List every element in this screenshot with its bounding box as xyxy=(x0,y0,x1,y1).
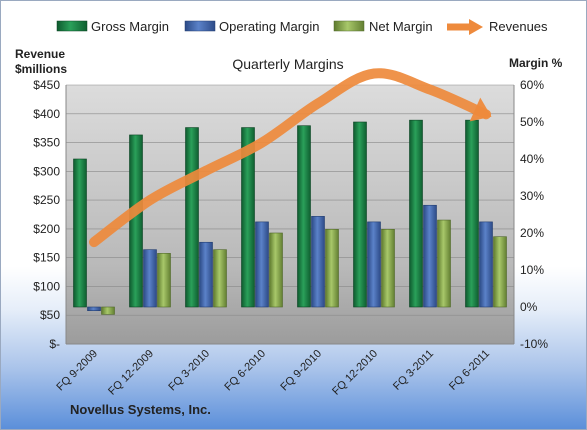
operating-margin-bar xyxy=(199,241,213,308)
right-axis-ticks: -10% 0% 10% 20% 30% 40% 50% 60% xyxy=(520,78,548,351)
x-axis-ticks: FQ 9-2009 FQ 12-2009 FQ 3-2010 FQ 6-2010 FQ … xyxy=(54,348,492,398)
x-tick-label: FQ 6-2010 xyxy=(222,348,268,394)
legend-swatch-gross xyxy=(56,20,88,32)
operating-margin-bar xyxy=(479,221,493,308)
net-margin-bar xyxy=(381,229,395,308)
left-tick-label: $150 xyxy=(33,251,60,265)
left-tick-label: $350 xyxy=(33,136,60,150)
x-tick-label: FQ 3-2010 xyxy=(166,348,212,394)
gross-margin-bar xyxy=(465,119,479,308)
gross-margin-bar xyxy=(353,121,367,308)
x-tick-label: FQ 3-2011 xyxy=(391,348,436,393)
operating-margin-bar xyxy=(87,306,101,311)
operating-margin-bar xyxy=(311,216,325,308)
gross-margin-bar xyxy=(409,119,423,308)
net-margin-bar xyxy=(493,236,507,308)
legend-item-net: Net Margin xyxy=(333,19,433,34)
right-tick-label: -10% xyxy=(520,337,548,351)
right-tick-label: 0% xyxy=(520,300,538,314)
x-tick-label: FQ 9-2010 xyxy=(278,348,324,394)
x-tick-label: FQ 9-2009 xyxy=(54,348,100,394)
net-margin-bar xyxy=(157,253,171,308)
legend-label-revenues: Revenues xyxy=(489,19,548,34)
gross-margin-bar xyxy=(297,125,311,308)
left-tick-label: $300 xyxy=(33,164,60,178)
net-margin-bar xyxy=(101,306,115,315)
legend-label-net: Net Margin xyxy=(369,19,433,34)
x-tick-label: FQ 12-2009 xyxy=(106,348,156,398)
gross-margin-bar xyxy=(73,158,87,308)
right-tick-label: 40% xyxy=(520,152,544,166)
left-axis-ticks: $- $50 $100 $150 $200 $250 $300 $350 $400 $450 xyxy=(33,78,60,351)
chart-title: Quarterly Margins xyxy=(232,56,343,72)
x-tick-label: FQ 12-2010 xyxy=(330,348,380,398)
revenue-line xyxy=(89,68,492,248)
left-tick-label: $- xyxy=(49,337,60,351)
gross-margin-bar xyxy=(129,134,143,308)
left-axis-title-line1: Revenue xyxy=(15,47,65,61)
operating-margin-bar xyxy=(143,249,157,308)
revenues-line xyxy=(89,68,491,248)
net-margin-bar xyxy=(437,219,451,308)
legend-swatch-operating xyxy=(184,20,216,32)
left-tick-label: $250 xyxy=(33,193,60,207)
legend-item-operating: Operating Margin xyxy=(184,19,319,34)
left-tick-label: $50 xyxy=(40,308,60,322)
left-axis-title-line2: $millions xyxy=(15,62,67,76)
legend-item-revenues: Revenues xyxy=(447,19,548,35)
legend-item-gross: Gross Margin xyxy=(56,19,169,34)
net-margin-bar xyxy=(269,232,283,308)
right-tick-label: 10% xyxy=(520,263,544,277)
right-tick-label: 20% xyxy=(520,226,544,240)
legend-arrowhead-revenues xyxy=(469,19,483,35)
gross-margin-bar xyxy=(241,127,255,308)
legend-label-operating: Operating Margin xyxy=(219,19,319,34)
operating-margin-bar xyxy=(423,204,437,308)
company-name: Novellus Systems, Inc. xyxy=(70,402,211,417)
x-tick-label: FQ 6-2011 xyxy=(447,348,492,393)
legend-swatch-net xyxy=(333,20,365,32)
revenues-arrowhead xyxy=(469,97,492,122)
legend: Gross Margin Operating Margin Net Margin… xyxy=(56,19,548,35)
left-tick-label: $400 xyxy=(33,107,60,121)
right-tick-label: 60% xyxy=(520,78,544,92)
net-margin-bar xyxy=(213,249,227,308)
net-margin-bar xyxy=(325,229,339,308)
left-tick-label: $450 xyxy=(33,78,60,92)
left-tick-label: $200 xyxy=(33,222,60,236)
operating-margin-bar xyxy=(367,221,381,308)
legend-label-gross: Gross Margin xyxy=(91,19,169,34)
right-tick-label: 50% xyxy=(520,115,544,129)
operating-margin-bar xyxy=(255,221,269,308)
right-axis-title: Margin % xyxy=(509,56,563,70)
gross-margin-bar xyxy=(185,127,199,308)
bars xyxy=(73,119,507,315)
left-tick-label: $100 xyxy=(33,279,60,293)
right-tick-label: 30% xyxy=(520,189,544,203)
